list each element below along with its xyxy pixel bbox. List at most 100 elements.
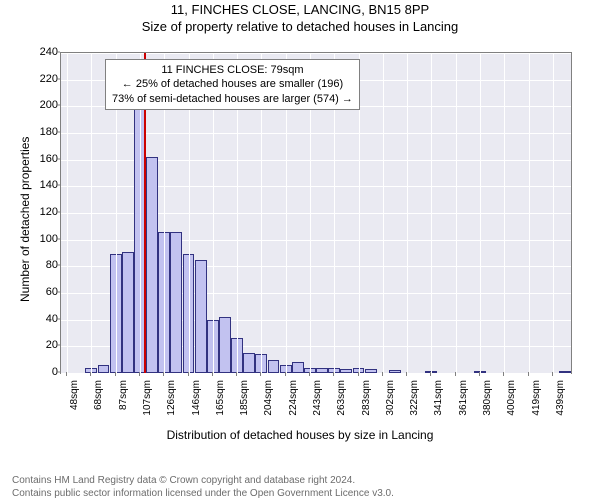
- bar: [292, 362, 304, 373]
- gridline-v: [91, 53, 92, 373]
- bar: [316, 368, 328, 373]
- page-title-line1: 11, FINCHES CLOSE, LANCING, BN15 8PP: [0, 2, 600, 17]
- x-tick-label: 107sqm: [142, 380, 153, 430]
- x-tick-mark: [90, 372, 91, 376]
- annotation-line3: 73% of semi-detached houses are larger (…: [112, 92, 353, 106]
- x-tick-mark: [309, 372, 310, 376]
- x-tick-mark: [188, 372, 189, 376]
- y-tick-label: 180: [18, 126, 58, 138]
- x-tick-mark: [139, 372, 140, 376]
- gridline-h: [61, 53, 571, 54]
- x-tick-label: 204sqm: [263, 380, 274, 430]
- x-tick-mark: [552, 372, 553, 376]
- y-tick-label: 0: [18, 366, 58, 378]
- x-tick-mark: [260, 372, 261, 376]
- annotation-line1: 11 FINCHES CLOSE: 79sqm: [112, 63, 353, 77]
- bar: [268, 360, 280, 373]
- x-tick-mark: [455, 372, 456, 376]
- y-tick-label: 40: [18, 313, 58, 325]
- x-tick-mark: [479, 372, 480, 376]
- x-tick-label: 185sqm: [239, 380, 250, 430]
- x-tick-label: 263sqm: [336, 380, 347, 430]
- x-tick-label: 439sqm: [555, 380, 566, 430]
- gridline-v: [67, 53, 68, 373]
- x-tick-mark: [358, 372, 359, 376]
- y-tick-label: 100: [18, 233, 58, 245]
- x-tick-label: 400sqm: [506, 380, 517, 430]
- x-tick-label: 283sqm: [361, 380, 372, 430]
- y-tick-mark: [56, 78, 60, 79]
- bar: [146, 157, 158, 373]
- x-tick-label: 68sqm: [93, 380, 104, 430]
- gridline-h: [61, 373, 571, 374]
- y-tick-mark: [56, 212, 60, 213]
- gridline-v: [480, 53, 481, 373]
- y-tick-mark: [56, 292, 60, 293]
- x-tick-label: 341sqm: [433, 380, 444, 430]
- gridline-v: [383, 53, 384, 373]
- bar: [98, 365, 110, 373]
- x-tick-mark: [382, 372, 383, 376]
- chart-container: Number of detached properties Distributi…: [0, 42, 600, 452]
- y-tick-mark: [56, 318, 60, 319]
- y-tick-label: 140: [18, 179, 58, 191]
- x-tick-label: 87sqm: [118, 380, 129, 430]
- x-tick-label: 165sqm: [215, 380, 226, 430]
- bar: [195, 260, 207, 373]
- x-tick-label: 322sqm: [409, 380, 420, 430]
- footer: Contains HM Land Registry data © Crown c…: [0, 474, 600, 500]
- x-tick-label: 48sqm: [69, 380, 80, 430]
- bar: [389, 370, 401, 373]
- y-tick-mark: [56, 265, 60, 266]
- y-tick-mark: [56, 132, 60, 133]
- y-tick-label: 120: [18, 206, 58, 218]
- x-tick-label: 380sqm: [482, 380, 493, 430]
- y-tick-mark: [56, 158, 60, 159]
- bar: [122, 252, 134, 373]
- gridline-v: [407, 53, 408, 373]
- x-tick-mark: [66, 372, 67, 376]
- x-axis-label: Distribution of detached houses by size …: [0, 428, 600, 442]
- x-tick-label: 126sqm: [166, 380, 177, 430]
- x-tick-label: 361sqm: [458, 380, 469, 430]
- footer-line1: Contains HM Land Registry data © Crown c…: [12, 474, 600, 487]
- annotation-box: 11 FINCHES CLOSE: 79sqm ← 25% of detache…: [105, 59, 360, 110]
- bar: [559, 371, 571, 373]
- bar: [243, 353, 255, 373]
- y-tick-mark: [56, 345, 60, 346]
- y-tick-mark: [56, 238, 60, 239]
- y-tick-label: 60: [18, 286, 58, 298]
- gridline-v: [553, 53, 554, 373]
- bar: [170, 232, 182, 373]
- gridline-v: [456, 53, 457, 373]
- x-tick-mark: [285, 372, 286, 376]
- x-tick-mark: [430, 372, 431, 376]
- annotation-line2: ← 25% of detached houses are smaller (19…: [112, 77, 353, 91]
- x-tick-mark: [212, 372, 213, 376]
- y-tick-mark: [56, 372, 60, 373]
- x-tick-mark: [163, 372, 164, 376]
- x-tick-mark: [528, 372, 529, 376]
- x-tick-mark: [115, 372, 116, 376]
- x-tick-mark: [236, 372, 237, 376]
- y-tick-mark: [56, 185, 60, 186]
- y-tick-label: 160: [18, 153, 58, 165]
- gridline-v: [504, 53, 505, 373]
- x-tick-mark: [406, 372, 407, 376]
- x-tick-label: 243sqm: [312, 380, 323, 430]
- bar: [219, 317, 231, 373]
- y-tick-mark: [56, 105, 60, 106]
- x-tick-label: 419sqm: [531, 380, 542, 430]
- footer-line2: Contains public sector information licen…: [12, 487, 600, 500]
- x-tick-mark: [333, 372, 334, 376]
- y-tick-label: 20: [18, 339, 58, 351]
- bar: [340, 369, 352, 373]
- y-tick-mark: [56, 52, 60, 53]
- bar: [365, 369, 377, 373]
- y-tick-label: 80: [18, 259, 58, 271]
- x-tick-label: 302sqm: [385, 380, 396, 430]
- y-tick-label: 200: [18, 99, 58, 111]
- y-tick-label: 240: [18, 46, 58, 58]
- page-title-line2: Size of property relative to detached ho…: [0, 19, 600, 34]
- y-tick-label: 220: [18, 73, 58, 85]
